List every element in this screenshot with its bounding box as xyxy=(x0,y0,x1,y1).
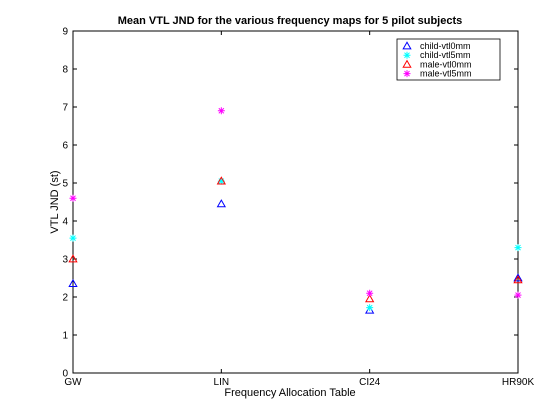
data-point xyxy=(216,199,226,208)
series-male-vtl0mm xyxy=(68,176,523,303)
y-tick-label: 9 xyxy=(62,27,68,38)
x-axis-label: Frequency Allocation Table xyxy=(224,387,355,399)
y-tick-label: 7 xyxy=(62,103,68,114)
x-tick-label: CI24 xyxy=(359,377,381,388)
legend-marker xyxy=(402,59,412,68)
data-point xyxy=(366,289,374,297)
y-tick-label: 3 xyxy=(62,255,68,266)
data-point xyxy=(366,304,374,312)
chart-title: Mean VTL JND for the various frequency m… xyxy=(118,15,463,27)
data-point xyxy=(217,107,225,115)
y-tick-label: 4 xyxy=(62,217,68,228)
plot-area xyxy=(72,30,519,374)
legend-marker xyxy=(403,51,411,59)
legend-box xyxy=(396,38,501,81)
legend-item: child-vtl5mm xyxy=(403,50,471,60)
y-tick-label: 1 xyxy=(62,331,68,342)
legend: child-vtl0mmchild-vtl5mmmale-vtl0mmmale-… xyxy=(396,38,501,81)
legend-label: child-vtl0mm xyxy=(420,41,471,51)
y-tick-label: 0 xyxy=(62,369,68,380)
data-point xyxy=(513,275,523,284)
data-point xyxy=(68,278,78,288)
series-child-vtl5mm xyxy=(69,177,522,312)
data-point xyxy=(514,291,522,299)
data-point xyxy=(217,177,225,185)
data-point xyxy=(513,273,523,282)
legend-label: male-vtl0mm xyxy=(420,59,472,69)
legend-label: child-vtl5mm xyxy=(420,50,471,60)
x-tick-label: GW xyxy=(64,377,82,388)
y-tick-label: 2 xyxy=(62,293,68,304)
x-tick-label: HR90K xyxy=(502,377,535,388)
legend-label: male-vtl5mm xyxy=(420,69,472,79)
x-tick-label: LIN xyxy=(214,377,230,388)
series-male-vtl5mm xyxy=(69,107,522,299)
legend-marker xyxy=(403,70,411,78)
y-tick-label: 8 xyxy=(62,65,68,76)
legend-marker xyxy=(402,41,412,50)
data-point xyxy=(365,294,375,303)
data-point xyxy=(514,244,522,252)
y-tick-label: 6 xyxy=(62,141,68,152)
y-tick-label: 5 xyxy=(62,179,68,190)
data-point xyxy=(68,254,78,263)
data-point xyxy=(216,176,226,185)
legend-item: male-vtl5mm xyxy=(403,69,472,79)
data-point xyxy=(69,234,77,242)
y-axis-label: VTL JND (st) xyxy=(49,170,61,233)
legend-item: male-vtl0mm xyxy=(402,59,472,69)
legend-item: child-vtl0mm xyxy=(402,41,471,51)
data-point xyxy=(69,194,77,202)
